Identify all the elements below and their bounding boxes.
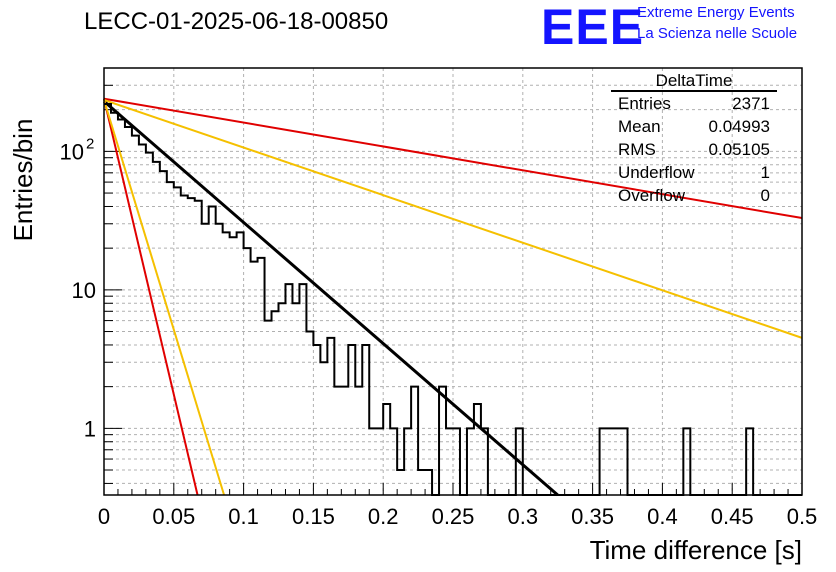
y-tick-label: 10 bbox=[72, 278, 96, 303]
plot-title: LECC-01-2025-06-18-00850 bbox=[84, 8, 389, 35]
x-tick-label: 0.05 bbox=[152, 504, 195, 529]
eee-logo-line-2: La Scienza nelle Scuole bbox=[637, 25, 798, 42]
x-tick-label: 0.25 bbox=[432, 504, 475, 529]
stats-key: Entries bbox=[618, 94, 671, 113]
grid-lines bbox=[104, 67, 802, 495]
y-tick-exponent: 2 bbox=[86, 135, 94, 152]
plot-frame bbox=[103, 67, 803, 496]
fit-lines bbox=[103, 97, 803, 497]
x-axis-label: Time difference [s] bbox=[590, 535, 802, 565]
eee-logo-line-1: Extreme Energy Events bbox=[637, 4, 795, 21]
x-tick-label: 0.45 bbox=[711, 504, 754, 529]
x-tick-label: 0.5 bbox=[787, 504, 818, 529]
stats-key: RMS bbox=[618, 140, 656, 159]
x-tick-label: 0 bbox=[98, 504, 110, 529]
y-axis-label: Entries/bin bbox=[8, 119, 38, 242]
series-line bbox=[103, 97, 803, 220]
x-tick-label: 0.4 bbox=[647, 504, 678, 529]
eee-logo: EEE bbox=[541, 0, 645, 55]
x-tick-label: 0.2 bbox=[368, 504, 399, 529]
series-line bbox=[103, 99, 226, 496]
stats-value: 0 bbox=[760, 186, 770, 205]
x-tick-labels: 0 0.05 0.1 0.15 0.2 0.25 0.3 0.35 0.4 0.45 0.5 bbox=[98, 504, 817, 529]
y-tick-label: 1 bbox=[84, 416, 96, 441]
stats-box-title: DeltaTime bbox=[655, 71, 733, 90]
y-tick-label: 10 bbox=[60, 139, 84, 164]
x-tick-label: 0.15 bbox=[292, 504, 335, 529]
series-line bbox=[103, 98, 199, 496]
x-tick-label: 0.35 bbox=[571, 504, 614, 529]
stats-key: Underflow bbox=[618, 163, 695, 182]
series-line bbox=[103, 99, 803, 339]
stats-value: 0.05105 bbox=[708, 140, 770, 159]
stats-key: Overflow bbox=[618, 186, 686, 205]
stats-value: 2371 bbox=[732, 94, 770, 113]
x-tick-label: 0.1 bbox=[228, 504, 259, 529]
stats-value: 0.04993 bbox=[708, 117, 770, 136]
x-tick-label: 0.3 bbox=[508, 504, 539, 529]
stats-value: 1 bbox=[760, 163, 770, 182]
series-line bbox=[103, 100, 559, 497]
stats-key: Mean bbox=[618, 117, 661, 136]
